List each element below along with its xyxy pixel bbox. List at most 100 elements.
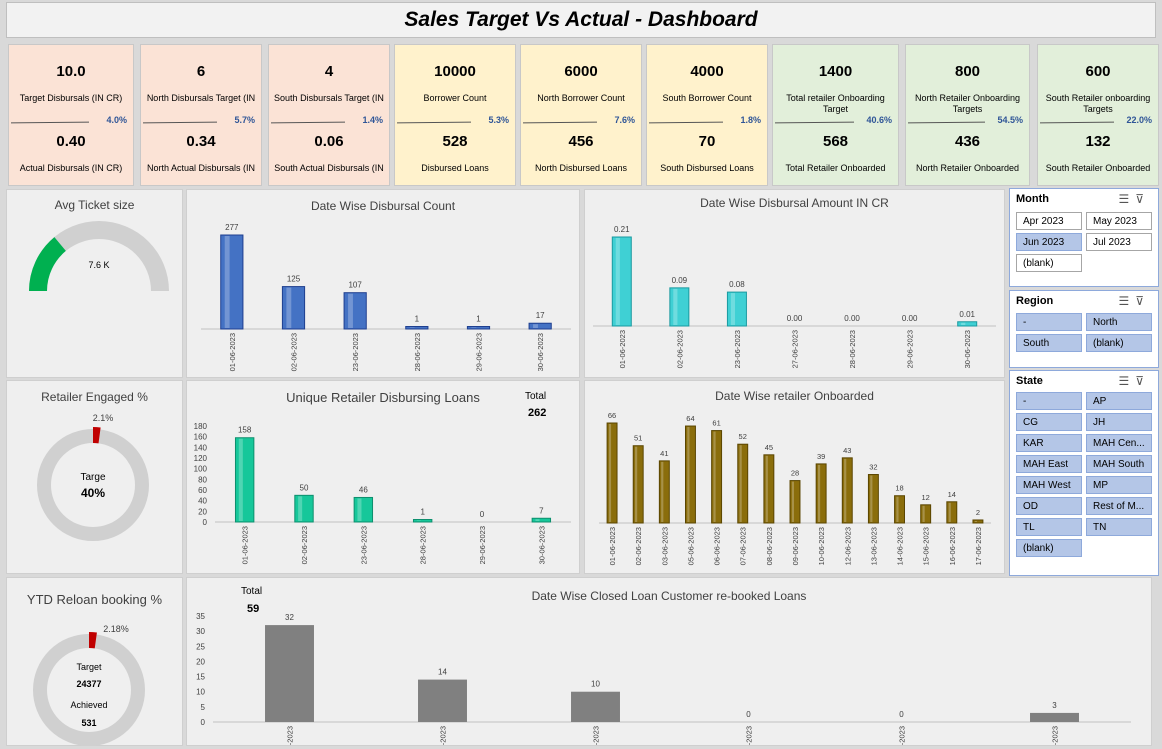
slicer-item-month[interactable]: Jun 2023 <box>1016 233 1082 251</box>
slicer-item-state[interactable]: TL <box>1016 518 1082 536</box>
data-label: 41 <box>660 449 668 458</box>
y-tick-label: 30 <box>196 627 205 636</box>
disbursal-count-panel: Date Wise Disbursal Count 277 01-06-2023 1… <box>186 189 580 378</box>
kpi-target-label: Borrower Count <box>423 93 487 103</box>
reloan-pct: 2.18% <box>103 624 129 634</box>
multi-select-icon[interactable]: ☰ <box>1118 192 1136 206</box>
slicer-item-state[interactable]: Rest of M... <box>1086 497 1152 515</box>
slicer-item-state[interactable]: - <box>1016 392 1082 410</box>
data-label: 61 <box>712 419 720 428</box>
clear-filter-icon[interactable]: ⊽ <box>1135 294 1150 308</box>
kpi-percent: 40.6% <box>866 115 892 125</box>
x-tick-label: 28-06-2023 <box>848 330 857 368</box>
slicer-item-state[interactable]: AP <box>1086 392 1152 410</box>
data-label: 28 <box>791 469 799 478</box>
bar-highlight <box>948 502 951 522</box>
x-tick-label: 29-06-2023 <box>906 330 915 368</box>
x-tick-label: 13-06-2023 <box>869 527 878 565</box>
bar <box>220 234 244 330</box>
kpi-card: 6 North Disbursals Target (IN 5.7% 0.34 Nort… <box>140 44 262 186</box>
bar <box>726 291 747 327</box>
slicer-item-state[interactable]: CG <box>1016 413 1082 431</box>
avg-ticket-gauge: 7.6 K <box>29 221 169 291</box>
region-slicer-header: Region <box>1016 295 1054 307</box>
multi-select-icon[interactable]: ☰ <box>1118 374 1136 388</box>
reloan-target-label: Target <box>76 662 102 672</box>
slicer-item-region[interactable]: (blank) <box>1086 334 1152 352</box>
data-label: 46 <box>359 485 368 494</box>
data-label: 12 <box>921 493 929 502</box>
slicer-item-state[interactable]: MP <box>1086 476 1152 494</box>
kpi-target-label: South Borrower Count <box>662 93 752 103</box>
bar-highlight <box>416 520 421 521</box>
x-tick-label: 05-06-2023 <box>686 527 695 565</box>
clear-filter-icon[interactable]: ⊽ <box>1135 374 1150 388</box>
slicer-item-month[interactable]: May 2023 <box>1086 212 1152 230</box>
kpi-percent: 5.3% <box>488 115 509 125</box>
avg-ticket-title: Avg Ticket size <box>54 198 135 212</box>
slicer-item-state[interactable]: JH <box>1086 413 1152 431</box>
kpi-divider <box>522 121 598 124</box>
donut-slice <box>93 427 101 444</box>
kpi-divider <box>907 121 986 124</box>
bar <box>867 474 879 524</box>
kpi-card: 4000 South Borrower Count 1.8% 70 South Disb… <box>646 44 768 186</box>
bar-highlight <box>635 446 638 522</box>
slicer-item-state[interactable]: OD <box>1016 497 1082 515</box>
x-tick-label: 12-06-2023 <box>843 527 852 565</box>
retailer-engaged-title: Retailer Engaged % <box>41 390 148 404</box>
data-label: 0.08 <box>729 280 745 289</box>
data-label: 0.00 <box>902 314 918 323</box>
bar-highlight <box>409 327 415 328</box>
multi-select-icon[interactable]: ☰ <box>1118 294 1136 308</box>
kpi-actual-label: Total Retailer Onboarded <box>785 163 886 173</box>
data-label: 43 <box>843 446 851 455</box>
bar-highlight <box>765 455 768 522</box>
x-tick-label: 01-06-2023 <box>241 526 250 564</box>
bar <box>920 504 932 524</box>
kpi-actual-label: Actual Disbursals (IN CR) <box>19 163 123 173</box>
slicer-item-month[interactable]: Apr 2023 <box>1016 212 1082 230</box>
slicer-item-month[interactable]: Jul 2023 <box>1086 233 1152 251</box>
clear-filter-icon[interactable]: ⊽ <box>1135 192 1150 206</box>
kpi-actual-value: 0.06 <box>314 133 344 150</box>
slicer-item-state[interactable]: (blank) <box>1016 539 1082 557</box>
y-tick-label: 100 <box>194 465 208 474</box>
bar <box>571 691 620 722</box>
x-tick-label: 17-06-2023 <box>974 527 983 565</box>
x-tick-label: 01-06-2023 <box>618 330 627 368</box>
bar <box>763 454 775 524</box>
kpi-target-value: 600 <box>1085 63 1111 80</box>
slicer-item-state[interactable]: MAH Cen... <box>1086 434 1152 452</box>
slicer-item-state[interactable]: MAH South <box>1086 455 1152 473</box>
x-tick-label: 15-06-2023 <box>922 527 931 565</box>
kpi-percent: 4.0% <box>106 115 127 125</box>
bar-highlight <box>791 481 795 522</box>
slicer-item-state[interactable]: TN <box>1086 518 1152 536</box>
kpi-target-value: 1400 <box>818 63 853 80</box>
slicer-item-state[interactable]: KAR <box>1016 434 1082 452</box>
retailer-onboarded-panel: Date Wise retailer Onboarded 66 01-06-202… <box>584 380 1005 574</box>
kpi-actual-value: 568 <box>822 133 849 150</box>
kpi-card: 600 South Retailer onboarding Targets 22.0… <box>1037 44 1159 186</box>
slicer-item-region[interactable]: North <box>1086 313 1152 331</box>
data-label: 32 <box>285 613 294 622</box>
bar-highlight <box>817 464 821 522</box>
y-tick-label: 35 <box>196 612 205 621</box>
slicer-item-state[interactable]: MAH East <box>1016 455 1082 473</box>
slicer-item-month[interactable]: (blank) <box>1016 254 1082 272</box>
kpi-target-value: 4 <box>324 63 334 80</box>
slicer-item-region[interactable]: - <box>1016 313 1082 331</box>
slicer-item-region[interactable]: South <box>1016 334 1082 352</box>
x-tick-label: 02-06-2023 <box>634 527 643 565</box>
bar-highlight <box>357 498 362 521</box>
disbursal-amount-chart: 0.21 01-06-2023 0.09 02-06-2023 0.08 23-06-20… <box>593 225 996 368</box>
y-tick-label: 0 <box>201 718 206 727</box>
slicer-item-state[interactable]: MAH West <box>1016 476 1082 494</box>
bar <box>606 422 618 524</box>
kpi-card: 10.0 Target Disbursals (IN CR) 4.0% 0.40 Act… <box>8 44 134 186</box>
x-tick-label: -2023 <box>286 726 295 745</box>
x-tick-label: 23-06-2023 <box>351 333 360 371</box>
data-label: 0 <box>480 510 485 519</box>
bar-highlight <box>615 238 620 325</box>
